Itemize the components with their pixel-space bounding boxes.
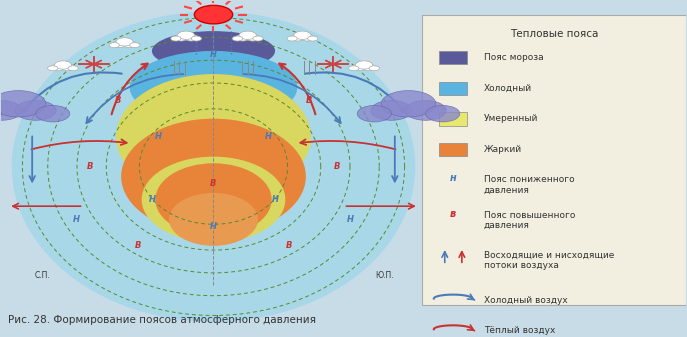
Circle shape (123, 41, 137, 48)
Circle shape (36, 105, 70, 122)
Circle shape (68, 66, 78, 71)
Circle shape (352, 64, 365, 71)
Text: Н: Н (155, 132, 162, 141)
Text: Н: Н (73, 215, 80, 224)
Circle shape (371, 100, 412, 120)
Ellipse shape (169, 193, 258, 246)
Circle shape (109, 43, 120, 48)
Circle shape (232, 36, 243, 41)
Circle shape (0, 91, 46, 117)
Text: Пояс мороза: Пояс мороза (484, 53, 543, 62)
Circle shape (194, 5, 233, 24)
Circle shape (381, 91, 436, 117)
Circle shape (426, 105, 460, 122)
Circle shape (191, 36, 201, 41)
Circle shape (113, 41, 126, 48)
Text: В: В (135, 241, 142, 250)
Text: Н: Н (264, 132, 272, 141)
Ellipse shape (130, 51, 297, 124)
Circle shape (287, 36, 297, 41)
Circle shape (236, 34, 249, 41)
Circle shape (357, 105, 392, 122)
Circle shape (47, 66, 58, 71)
Text: В: В (210, 179, 216, 188)
Text: Н: Н (210, 221, 217, 231)
Ellipse shape (121, 119, 306, 234)
Circle shape (54, 61, 71, 69)
Circle shape (184, 34, 198, 41)
FancyBboxPatch shape (439, 143, 466, 156)
Circle shape (171, 36, 181, 41)
Text: В: В (286, 241, 292, 250)
Text: В: В (87, 162, 93, 171)
Text: Умеренный: Умеренный (484, 115, 538, 123)
Circle shape (301, 34, 315, 41)
Ellipse shape (142, 157, 285, 243)
Text: Тепловые пояса: Тепловые пояса (510, 29, 598, 39)
Text: Н: Н (271, 195, 278, 204)
Circle shape (355, 61, 372, 69)
Circle shape (116, 38, 133, 46)
Text: Рис. 28. Формирование поясов атмосферного давления: Рис. 28. Формирование поясов атмосферног… (8, 315, 316, 325)
Circle shape (130, 43, 140, 48)
Circle shape (291, 34, 304, 41)
Text: В: В (115, 96, 121, 105)
Circle shape (0, 100, 22, 120)
Circle shape (253, 36, 263, 41)
Text: Холодный: Холодный (484, 84, 532, 93)
Circle shape (174, 34, 188, 41)
Text: Восходящие и нисходящие
потоки воздуха: Восходящие и нисходящие потоки воздуха (484, 251, 614, 270)
Circle shape (405, 100, 446, 120)
Text: В: В (333, 162, 340, 171)
Text: Н: Н (148, 195, 155, 204)
Text: Жаркий: Жаркий (484, 145, 522, 154)
Circle shape (0, 105, 1, 122)
Ellipse shape (116, 74, 311, 200)
FancyBboxPatch shape (439, 112, 466, 126)
Circle shape (239, 31, 256, 39)
FancyBboxPatch shape (439, 51, 466, 64)
Text: Н: Н (347, 215, 354, 224)
Circle shape (369, 66, 379, 71)
FancyBboxPatch shape (423, 14, 686, 305)
Text: Ю.П.: Ю.П. (375, 271, 394, 280)
Ellipse shape (12, 11, 416, 322)
Circle shape (246, 34, 260, 41)
Circle shape (294, 31, 311, 39)
Circle shape (61, 64, 75, 71)
Circle shape (51, 64, 65, 71)
Circle shape (177, 31, 194, 39)
Text: С.П.: С.П. (34, 271, 50, 280)
Text: Холодный воздух: Холодный воздух (484, 296, 567, 305)
Text: Тёплый воздух: Тёплый воздух (484, 327, 555, 335)
Ellipse shape (155, 163, 271, 236)
Text: Пояс пониженного
давления: Пояс пониженного давления (484, 175, 574, 195)
Circle shape (348, 66, 359, 71)
Ellipse shape (152, 31, 275, 71)
Circle shape (362, 64, 376, 71)
Text: Пояс повышенного
давления: Пояс повышенного давления (484, 211, 575, 230)
Text: Н: Н (210, 50, 217, 59)
FancyBboxPatch shape (439, 82, 466, 95)
Circle shape (308, 36, 318, 41)
Circle shape (15, 100, 56, 120)
Text: В: В (306, 96, 313, 105)
Text: в: в (450, 209, 456, 219)
Text: н: н (449, 174, 456, 183)
